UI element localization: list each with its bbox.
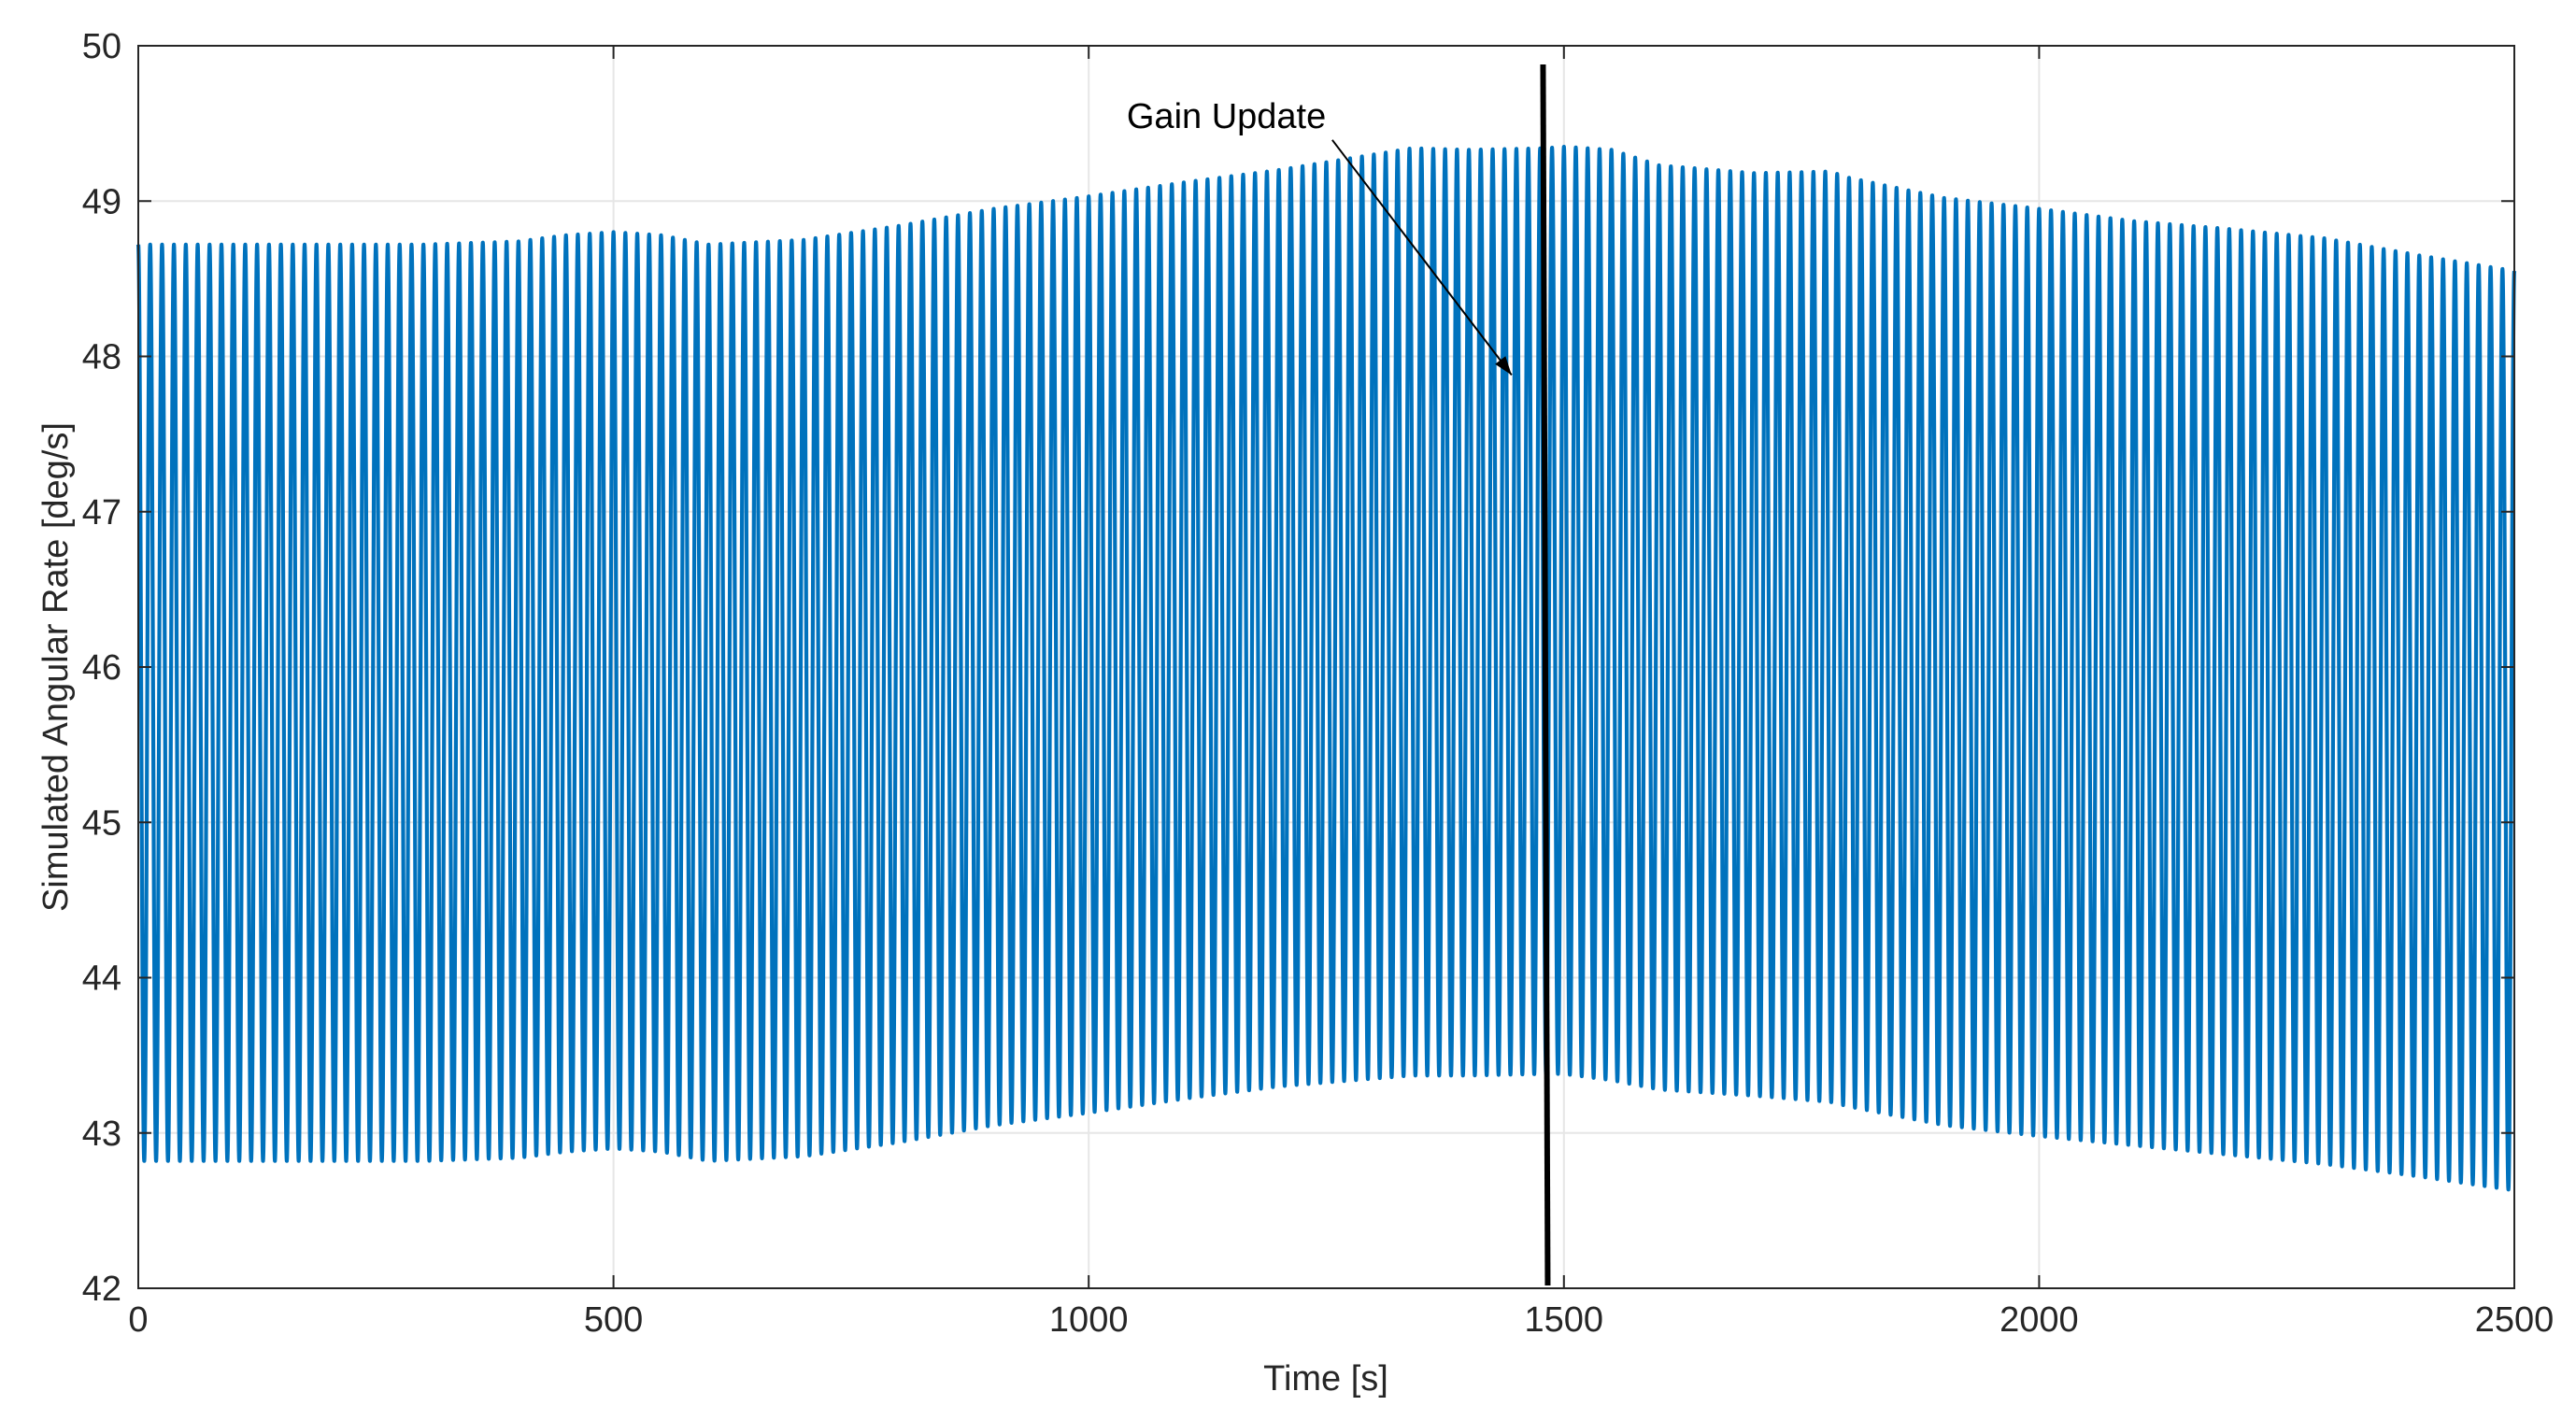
series-line-0 (135, 144, 2517, 1192)
x-tick-label-0: 0 (128, 1300, 148, 1340)
y-axis-label: Simulated Angular Rate [deg/s] (36, 422, 76, 912)
y-axis-ticks: 42 43 44 45 46 47 48 49 50 (82, 27, 2514, 1309)
y-tick-label-1: 43 (82, 1115, 121, 1154)
y-tick-label-7: 49 (82, 182, 121, 221)
x-tick-label-3: 1500 (1525, 1300, 1604, 1340)
y-tick-label-5: 47 (82, 493, 121, 532)
annotation-arrow-line-0 (1331, 139, 1513, 376)
y-tick-label-3: 45 (82, 803, 121, 843)
y-tick-label-4: 46 (82, 648, 121, 688)
x-tick-label-4: 2000 (2000, 1300, 2079, 1340)
gain-update-line (1540, 64, 1551, 1286)
annotation-group: Gain Update (1127, 97, 1513, 376)
annotation-arrow-head-0 (1495, 356, 1512, 376)
x-tick-label-1: 500 (584, 1300, 643, 1340)
x-axis-ticks: 0 500 1000 1500 2000 2500 (128, 46, 2554, 1340)
series-group (135, 144, 2517, 1192)
y-tick-label-2: 44 (82, 959, 121, 999)
y-tick-label-8: 50 (82, 27, 121, 66)
x-tick-label-5: 2500 (2475, 1300, 2555, 1340)
x-axis-label: Time [s] (1263, 1359, 1388, 1399)
x-tick-label-2: 1000 (1049, 1300, 1129, 1340)
gain-update-line-group (1540, 64, 1551, 1286)
y-tick-label-6: 48 (82, 338, 121, 377)
y-tick-label-0: 42 (82, 1270, 121, 1309)
annotation-text-0: Gain Update (1127, 97, 1326, 136)
